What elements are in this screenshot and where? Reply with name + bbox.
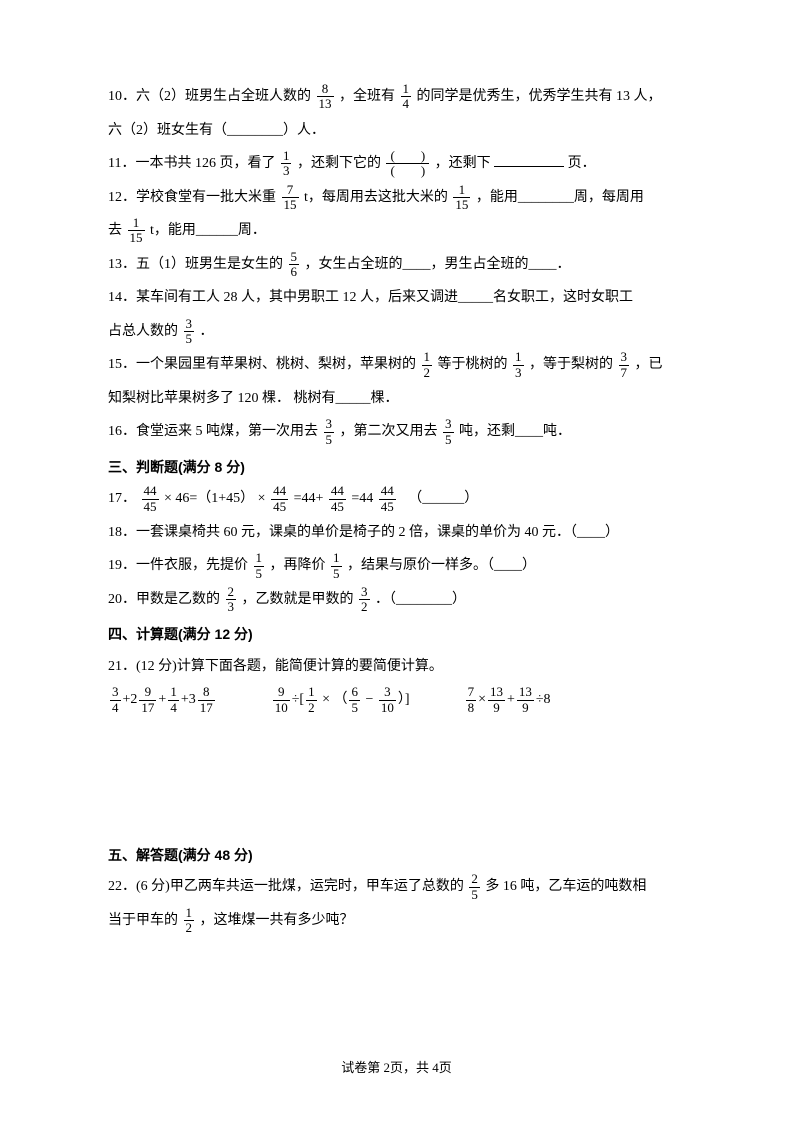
- text: 22．(6 分)甲乙两车共运一批煤，运完时，甲车运了总数的: [108, 879, 464, 894]
- text: ，全班有: [339, 89, 395, 104]
- question-12-line2: 去 115 t，能用______周．: [108, 216, 685, 246]
- fraction: 15: [331, 551, 342, 581]
- blank-fraction: ( )( ): [386, 149, 429, 179]
- text: 多 16 吨，乙车运的吨数相: [485, 879, 646, 894]
- section-4-heading: 四、计算题(满分 12 分): [108, 620, 685, 649]
- section-5-heading: 五、解答题(满分 48 分): [108, 841, 685, 870]
- text: 页．: [568, 156, 596, 171]
- question-10-line2: 六（2）班女生有（________）人．: [108, 116, 685, 145]
- text: × 46=（1+45） ×: [164, 491, 269, 506]
- text: ，还剩下它的: [297, 156, 381, 171]
- fraction: 12: [184, 906, 195, 936]
- question-19: 19．一件衣服，先提价 15 ，再降价 15 ，结果与原价一样多。（____）: [108, 551, 685, 581]
- fraction: 35: [324, 417, 335, 447]
- text: 的同学是优秀生，优秀学生共有 13 人，: [417, 89, 662, 104]
- text: 13．五（1）班男生是女生的: [108, 257, 283, 272]
- question-18: 18．一套课桌椅共 60 元，课桌的单价是椅子的 2 倍，课桌的单价为 40 元…: [108, 518, 685, 547]
- question-13: 13．五（1）班男生是女生的 56 ，女生占全班的____，男生占全班的____…: [108, 250, 685, 280]
- text: 去: [108, 223, 122, 238]
- text: ，乙数就是甲数的: [242, 592, 354, 607]
- fraction: 15: [254, 551, 265, 581]
- text: ，等于梨树的: [529, 357, 613, 372]
- text: 10．六（2）班男生占全班人数的: [108, 89, 311, 104]
- text: 等于桃树的: [438, 357, 508, 372]
- question-22: 22．(6 分)甲乙两车共运一批煤，运完时，甲车运了总数的 25 多 16 吨，…: [108, 872, 685, 902]
- fraction: 25: [469, 872, 480, 902]
- fraction: 115: [128, 216, 145, 246]
- text: ，能用________周，每周用: [476, 190, 644, 205]
- calculation-row: 34+2917+14+3817 910÷[12 × （65 − 310）] 78…: [108, 685, 685, 715]
- text: ，女生占全班的____，男生占全班的____．: [305, 257, 571, 272]
- question-14: 14．某车间有工人 28 人，其中男职工 12 人，后来又调进_____名女职工…: [108, 283, 685, 312]
- text: t，能用______周．: [150, 223, 266, 238]
- fraction: 23: [226, 585, 237, 615]
- question-15-line2: 知梨树比苹果树多了 120 棵． 桃树有_____棵．: [108, 384, 685, 413]
- fraction: 56: [289, 250, 300, 280]
- text: =44: [351, 491, 373, 506]
- question-16: 16．食堂运来 5 吨煤，第一次用去 35 ，第二次又用去 35 吨，还剩___…: [108, 417, 685, 447]
- text: 14．某车间有工人 28 人，其中男职工 12 人，后来又调进_____名女职工…: [108, 290, 633, 305]
- fraction: 4445: [379, 484, 396, 514]
- calc-3: 78×139+139÷8: [464, 685, 551, 715]
- text: 六（2）班女生有（________）人．: [108, 123, 325, 138]
- text: 17．: [108, 491, 136, 506]
- question-17: 17． 4445 × 46=（1+45） × 4445 =44+ 4445 =4…: [108, 484, 685, 514]
- text: 16．食堂运来 5 吨煤，第一次用去: [108, 424, 318, 439]
- text: ，这堆煤一共有多少吨？: [200, 913, 354, 928]
- text: ．（________）: [375, 592, 466, 607]
- question-12: 12．学校食堂有一批大米重 715 t，每周用去这批大米的 115 ，能用___…: [108, 183, 685, 213]
- fraction: 13: [281, 149, 292, 179]
- question-14-line2: 占总人数的 35 ．: [108, 317, 685, 347]
- text: ，第二次又用去: [340, 424, 438, 439]
- page-footer: 试卷第 2页，共 4页: [0, 1057, 793, 1076]
- calc-1: 34+2917+14+3817: [108, 685, 217, 715]
- text: 吨，还剩____吨．: [459, 424, 571, 439]
- text: 知梨树比苹果树多了 120 棵． 桃树有_____棵．: [108, 391, 399, 406]
- fraction: 35: [184, 317, 195, 347]
- fraction: 35: [443, 417, 454, 447]
- fraction: 37: [619, 350, 630, 380]
- text: ，结果与原价一样多。（____）: [347, 558, 536, 573]
- text: ，已: [635, 357, 663, 372]
- section-3-heading: 三、判断题(满分 8 分): [108, 453, 685, 482]
- fraction: 4445: [329, 484, 346, 514]
- question-10: 10．六（2）班男生占全班人数的 813 ，全班有 14 的同学是优秀生，优秀学…: [108, 82, 685, 112]
- fraction: 13: [513, 350, 524, 380]
- fraction: 4445: [142, 484, 159, 514]
- text: 19．一件衣服，先提价: [108, 558, 248, 573]
- question-20: 20．甲数是乙数的 23 ，乙数就是甲数的 32 ．（________）: [108, 585, 685, 615]
- fraction: 12: [422, 350, 433, 380]
- text: 占总人数的: [108, 324, 178, 339]
- fraction: 813: [317, 82, 334, 112]
- text: 20．甲数是乙数的: [108, 592, 220, 607]
- text: ．: [200, 324, 214, 339]
- text: ，还剩下: [435, 156, 491, 171]
- text: 15．一个果园里有苹果树、桃树、梨树，苹果树的: [108, 357, 416, 372]
- spacer: [108, 715, 685, 835]
- text: 当于甲车的: [108, 913, 178, 928]
- text: ，再降价: [270, 558, 326, 573]
- question-21: 21．(12 分)计算下面各题，能简便计算的要简便计算。: [108, 652, 685, 681]
- fraction: 715: [282, 183, 299, 213]
- text: =44+: [294, 491, 324, 506]
- fraction: 4445: [271, 484, 288, 514]
- question-11: 11．一本书共 126 页，看了 13 ，还剩下它的 ( )( ) ，还剩下 页…: [108, 149, 685, 179]
- fraction: 14: [401, 82, 412, 112]
- fraction: 115: [453, 183, 470, 213]
- question-22-line2: 当于甲车的 12 ，这堆煤一共有多少吨？: [108, 906, 685, 936]
- text: 12．学校食堂有一批大米重: [108, 190, 276, 205]
- fraction: 32: [359, 585, 370, 615]
- question-15: 15．一个果园里有苹果树、桃树、梨树，苹果树的 12 等于桃树的 13 ，等于梨…: [108, 350, 685, 380]
- text: 11．一本书共 126 页，看了: [108, 156, 275, 171]
- text: t，每周用去这批大米的: [304, 190, 448, 205]
- text: （______）: [401, 491, 478, 506]
- blank: [494, 153, 564, 167]
- calc-2: 910÷[12 × （65 − 310）]: [271, 685, 410, 715]
- page-content: 10．六（2）班男生占全班人数的 813 ，全班有 14 的同学是优秀生，优秀学…: [0, 0, 793, 935]
